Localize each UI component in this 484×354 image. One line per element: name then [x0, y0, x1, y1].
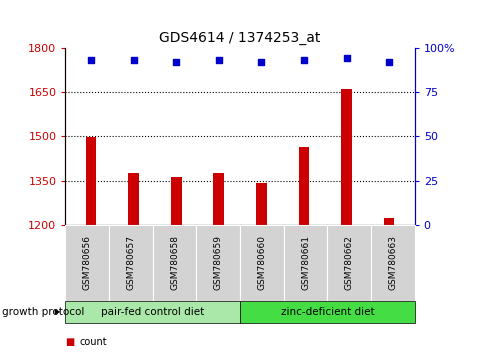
Bar [170, 177, 181, 225]
Text: GSM780662: GSM780662 [344, 235, 353, 290]
Point [129, 57, 137, 63]
Text: GSM780656: GSM780656 [83, 235, 91, 290]
Text: ■: ■ [65, 337, 75, 347]
Text: GSM780658: GSM780658 [170, 235, 179, 290]
Bar [256, 183, 266, 225]
Bar [86, 137, 96, 225]
Point [342, 56, 350, 61]
Point [172, 59, 180, 65]
Point [87, 57, 95, 63]
Bar [213, 173, 224, 225]
Text: GSM780661: GSM780661 [301, 235, 309, 290]
Text: GSM780660: GSM780660 [257, 235, 266, 290]
Bar [298, 148, 309, 225]
Text: GSM780663: GSM780663 [388, 235, 396, 290]
Text: GSM780657: GSM780657 [126, 235, 135, 290]
Point [300, 57, 307, 63]
Point [384, 59, 392, 65]
Text: pair-fed control diet: pair-fed control diet [101, 307, 204, 317]
Bar [128, 172, 138, 225]
Point [257, 59, 265, 65]
Title: GDS4614 / 1374253_at: GDS4614 / 1374253_at [159, 32, 320, 45]
Text: growth protocol: growth protocol [2, 307, 85, 317]
Bar [383, 218, 393, 225]
Point [214, 57, 222, 63]
Text: count: count [79, 337, 106, 347]
Bar [341, 89, 351, 225]
Text: zinc-deficient diet: zinc-deficient diet [280, 307, 374, 317]
Text: GSM780659: GSM780659 [213, 235, 222, 290]
